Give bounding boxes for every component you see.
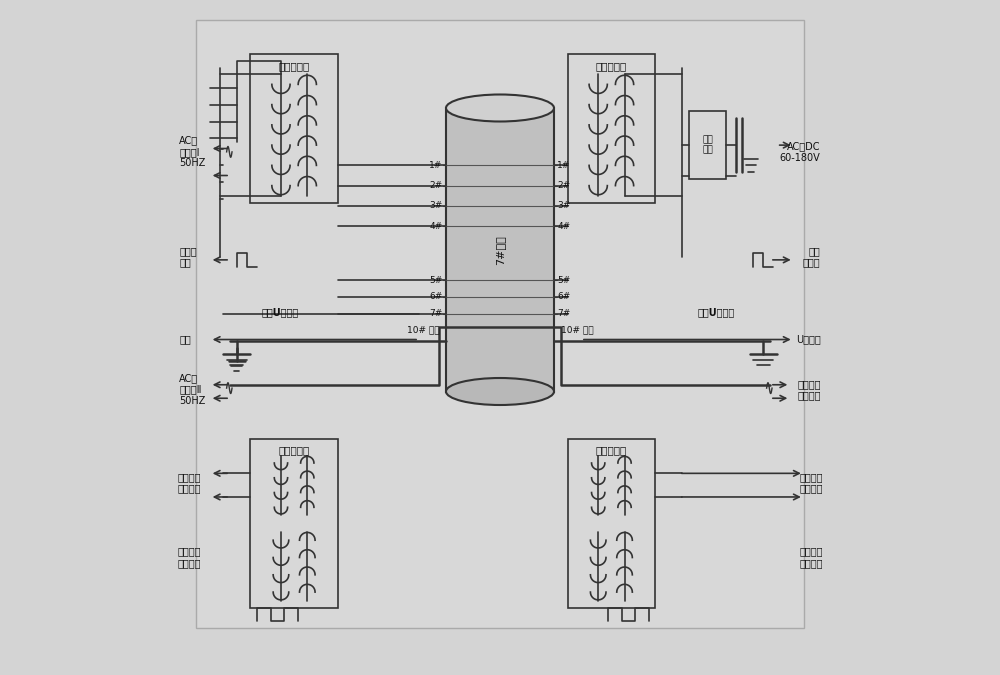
- Text: 10# 铠皮: 10# 铠皮: [561, 325, 593, 334]
- Ellipse shape: [446, 378, 554, 405]
- Text: 参考U极信号: 参考U极信号: [697, 307, 735, 317]
- Text: 6#: 6#: [557, 292, 571, 302]
- Text: AC转DC
60-180V: AC转DC 60-180V: [780, 141, 821, 163]
- Text: 地面通讯
发射模块: 地面通讯 发射模块: [177, 472, 201, 493]
- Text: 3#: 3#: [429, 201, 443, 211]
- Bar: [250, 439, 338, 608]
- Text: 马达切换
继电器板: 马达切换 继电器板: [797, 379, 821, 400]
- Bar: [689, 111, 726, 179]
- Text: 5#: 5#: [557, 275, 571, 285]
- Text: 电流源
面板: 电流源 面板: [179, 246, 197, 267]
- Text: 供电变压器: 供电变压器: [596, 61, 627, 71]
- Text: 电流
换向板: 电流 换向板: [803, 246, 821, 267]
- Text: AC供
电面板Ⅱ
50HZ: AC供 电面板Ⅱ 50HZ: [179, 373, 206, 406]
- Bar: [250, 54, 338, 202]
- Text: 井下通讯
发射模块: 井下通讯 发射模块: [799, 472, 823, 493]
- Text: 7#: 7#: [429, 309, 443, 319]
- Text: 供电变压器: 供电变压器: [278, 61, 310, 71]
- Text: 井口: 井口: [179, 335, 191, 344]
- Text: 6#: 6#: [429, 292, 443, 302]
- Text: U采集板: U采集板: [796, 335, 821, 344]
- Text: 地面通讯
接收模块: 地面通讯 接收模块: [177, 546, 201, 568]
- Text: 1#: 1#: [429, 161, 443, 170]
- Bar: [568, 54, 655, 202]
- Text: 参考U极信号: 参考U极信号: [262, 307, 299, 317]
- Text: 7#电缆: 7#电缆: [495, 235, 505, 265]
- Text: 4#: 4#: [430, 221, 443, 231]
- Text: 井下通讯
接收模块: 井下通讯 接收模块: [799, 546, 823, 568]
- Text: 通讯变压器: 通讯变压器: [278, 446, 310, 456]
- Text: 4#: 4#: [557, 221, 570, 231]
- Ellipse shape: [446, 95, 554, 122]
- Text: 全整
流桥: 全整 流桥: [702, 136, 713, 155]
- Text: 2#: 2#: [557, 181, 570, 190]
- Text: 2#: 2#: [430, 181, 443, 190]
- Text: 10# 铠皮: 10# 铠皮: [407, 325, 439, 334]
- Text: 3#: 3#: [557, 201, 571, 211]
- Bar: [446, 108, 554, 391]
- Text: AC供
电面板Ⅰ
50HZ: AC供 电面板Ⅰ 50HZ: [179, 135, 206, 169]
- Bar: [568, 439, 655, 608]
- Text: 通讯变压器: 通讯变压器: [596, 446, 627, 456]
- Text: 1#: 1#: [557, 161, 571, 170]
- Text: 5#: 5#: [429, 275, 443, 285]
- Text: 7#: 7#: [557, 309, 571, 319]
